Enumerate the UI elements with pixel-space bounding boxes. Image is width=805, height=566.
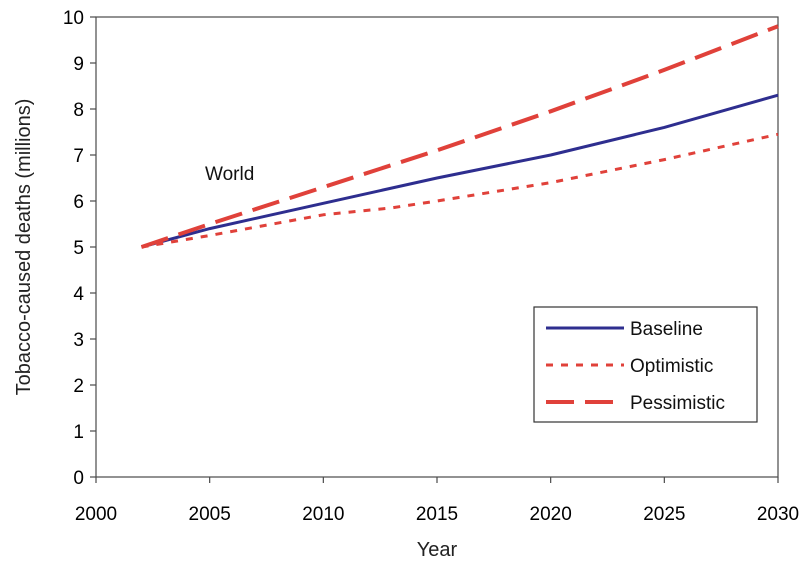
y-tick-label: 1: [73, 422, 84, 443]
y-tick-label: 4: [73, 284, 84, 305]
x-axis-title: Year: [417, 539, 458, 561]
y-tick-label: 7: [73, 146, 84, 167]
series-line-baseline: [141, 93, 779, 249]
y-tick-label: 2: [73, 376, 84, 397]
series-line-pessimistic: [140, 24, 779, 249]
y-tick-label: 8: [73, 100, 84, 121]
legend-label-baseline: Baseline: [630, 319, 703, 340]
y-tick-label: 9: [73, 54, 84, 75]
legend: Baseline Optimistic Pessimistic: [533, 306, 758, 423]
y-axis-title: Tobacco-caused deaths (millions): [13, 99, 35, 396]
x-tick-label: 2015: [416, 504, 458, 525]
y-tick-label: 5: [73, 238, 84, 259]
x-tick-label: 2005: [189, 504, 231, 525]
y-tick-label: 3: [73, 330, 84, 351]
x-tick-label: 2025: [643, 504, 685, 525]
ticks-group: 2000 2005 2010 2015 2020 2025 2030 0 1 2 3 4 5 6 7 8 9 10: [63, 8, 799, 525]
x-tick-label: 2030: [757, 504, 799, 525]
y-tick-label: 6: [73, 192, 84, 213]
x-tick-label: 2010: [302, 504, 344, 525]
y-tick-label: 0: [73, 468, 84, 489]
x-tick-label: 2000: [75, 504, 117, 525]
y-tick-label: 10: [63, 8, 84, 29]
series-group: [140, 24, 779, 249]
legend-label-optimistic: Optimistic: [630, 356, 713, 377]
world-annotation: World: [205, 164, 254, 185]
legend-label-pessimistic: Pessimistic: [630, 393, 725, 414]
x-tick-label: 2020: [530, 504, 572, 525]
series-line-optimistic: [141, 132, 779, 249]
